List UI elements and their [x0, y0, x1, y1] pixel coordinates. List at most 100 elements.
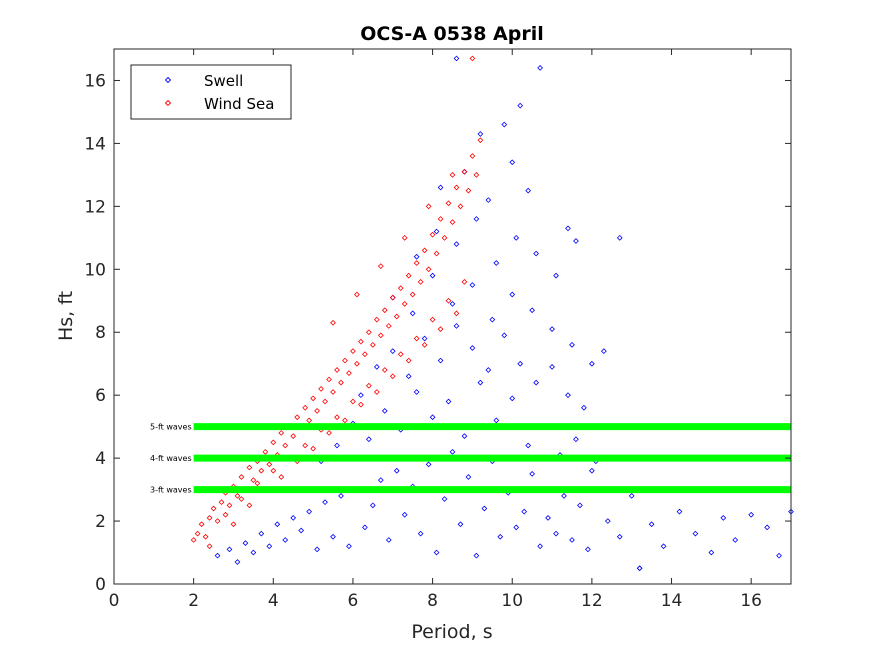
data-point [421, 341, 428, 348]
data-point [461, 168, 468, 175]
data-point [278, 474, 285, 480]
data-point [322, 398, 328, 405]
data-point [692, 530, 699, 537]
data-point [242, 540, 249, 546]
data-point [485, 367, 492, 373]
data-point [569, 537, 575, 543]
data-point [338, 493, 344, 499]
y-axis-ticks: 0 2 4 6 8 10 12 14 16 [84, 71, 791, 595]
data-point [421, 247, 428, 254]
data-point [326, 430, 332, 436]
data-point [493, 260, 500, 266]
data-point [206, 515, 213, 521]
data-point [569, 341, 575, 348]
plot-frame [113, 48, 792, 585]
data-point [334, 414, 340, 421]
data-point [577, 502, 583, 509]
data-point [537, 65, 543, 71]
data-point [330, 389, 336, 395]
y-axis-label: Hs, ft [55, 291, 77, 341]
data-point [413, 260, 420, 266]
data-point [290, 433, 297, 439]
data-point [501, 121, 508, 128]
data-point [270, 439, 277, 446]
data-point [302, 404, 309, 411]
data-point [326, 376, 332, 383]
data-point [346, 543, 352, 550]
data-point [529, 470, 536, 477]
data-point [481, 505, 488, 512]
legend-marker-swell [164, 76, 172, 84]
y-tick-label: 12 [84, 197, 106, 217]
data-point [306, 508, 313, 515]
data-point [393, 313, 400, 320]
data-point [589, 467, 595, 474]
data-point [397, 351, 404, 358]
data-point [429, 414, 436, 421]
data-point [533, 250, 539, 257]
legend-box [130, 64, 292, 120]
data-point [441, 234, 448, 241]
data-point [413, 389, 420, 395]
data-point [190, 537, 197, 543]
data-point [262, 448, 269, 455]
data-point [561, 493, 567, 499]
y-tick-label: 14 [84, 134, 106, 154]
y-tick-label: 16 [84, 71, 106, 91]
data-point [493, 417, 500, 424]
data-point [449, 172, 456, 178]
data-point [517, 102, 524, 109]
data-point [449, 301, 456, 307]
data-point [250, 477, 257, 484]
data-point [429, 316, 436, 323]
data-point [298, 527, 305, 534]
data-point [346, 370, 352, 377]
data-point [457, 203, 464, 210]
data-point [501, 332, 508, 339]
data-point [533, 379, 539, 386]
data-point [354, 360, 360, 367]
data-point [525, 442, 532, 449]
data-point [338, 379, 344, 386]
data-point [660, 543, 667, 550]
x-tick-label: 4 [268, 591, 279, 611]
data-point [194, 530, 201, 537]
data-point [381, 408, 388, 414]
data-point [708, 549, 715, 556]
data-point [445, 398, 452, 405]
data-point [290, 515, 297, 521]
data-point [537, 543, 543, 550]
data-point [529, 307, 536, 314]
data-point [214, 518, 221, 524]
data-point [425, 203, 432, 210]
data-point [585, 546, 591, 553]
y-tick-label: 2 [95, 512, 106, 532]
data-point [377, 477, 384, 484]
data-point [389, 294, 396, 301]
data-point [477, 131, 484, 137]
data-point [437, 184, 444, 191]
y-tick-label: 8 [95, 323, 106, 343]
data-point [748, 511, 755, 518]
data-point [206, 543, 213, 550]
data-point [222, 511, 229, 518]
data-point [513, 234, 520, 241]
data-point [581, 404, 587, 411]
data-point [310, 395, 316, 402]
data-point [573, 238, 579, 244]
data-point [517, 360, 524, 367]
data-point [469, 153, 476, 159]
data-point [465, 187, 472, 194]
data-point [497, 533, 504, 540]
data-point [405, 272, 412, 279]
data-point [465, 474, 472, 480]
data-point [385, 323, 392, 329]
data-point [521, 508, 528, 515]
data-point [350, 398, 356, 405]
legend: Swell Wind Sea [130, 64, 292, 120]
y-tick-label: 4 [95, 449, 106, 469]
data-point [469, 55, 476, 62]
data-point [362, 524, 368, 531]
data-point [266, 461, 273, 468]
data-point [604, 518, 611, 524]
